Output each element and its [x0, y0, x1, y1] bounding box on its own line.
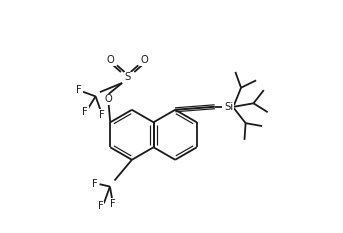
Text: F: F [82, 107, 88, 117]
Text: O: O [141, 55, 148, 65]
Text: F: F [109, 199, 115, 209]
Text: Si: Si [224, 102, 233, 112]
Text: F: F [92, 179, 98, 189]
Text: F: F [76, 85, 82, 95]
Text: O: O [107, 55, 115, 65]
Text: F: F [99, 110, 105, 120]
Text: S: S [125, 72, 131, 82]
Text: F: F [98, 201, 104, 211]
Text: O: O [105, 94, 113, 104]
